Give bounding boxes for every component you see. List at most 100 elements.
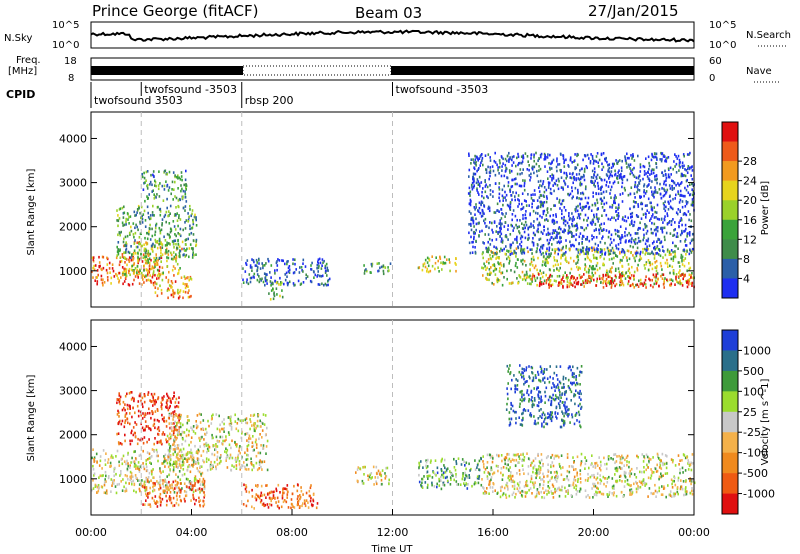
heatmap-cell [183,183,185,187]
heatmap-cell [655,216,657,219]
heatmap-cell [159,229,162,233]
heatmap-cell [637,184,639,187]
heatmap-cell [145,494,148,497]
heatmap-cell [154,482,156,485]
heatmap-cell [116,250,119,254]
heatmap-cell [184,221,186,224]
heatmap-cell [620,166,623,169]
heatmap-cell [635,176,638,180]
heatmap-cell [633,270,636,274]
heatmap-cell [127,453,129,456]
heatmap-cell [570,276,572,279]
heatmap-cell [517,246,520,250]
heatmap-cell [623,219,626,222]
heatmap-cell [198,436,200,440]
heatmap-cell [317,266,320,270]
heatmap-cell [179,459,181,463]
heatmap-cell [576,261,579,264]
heatmap-cell [502,199,504,202]
heatmap-cell [488,248,490,252]
heatmap-cell [306,275,309,278]
heatmap-cell [194,502,196,506]
heatmap-cell [147,211,149,215]
heatmap-cell [177,272,179,276]
heatmap-cell [444,261,447,265]
heatmap-cell [192,220,194,224]
heatmap-cell [173,239,175,243]
heatmap-cell [548,241,550,245]
heatmap-cell [174,195,176,198]
heatmap-cell [167,458,169,461]
heatmap-cell [573,276,575,279]
heatmap-cell [499,250,501,253]
heatmap-cell [157,187,160,191]
heatmap-cell [589,264,591,268]
heatmap-cell [216,463,219,466]
heatmap-cell [167,455,170,459]
heatmap-cell [681,194,683,197]
heatmap-cell [146,440,148,444]
heatmap-cell [601,214,603,217]
heatmap-cell [633,159,636,162]
heatmap-cell [593,213,595,217]
heatmap-cell [150,173,152,177]
heatmap-cell [160,256,163,259]
heatmap-cell [133,272,136,275]
heatmap-cell [267,257,269,261]
heatmap-cell [144,247,147,251]
heatmap-cell [134,435,137,439]
heatmap-cell [583,178,586,182]
heatmap-cell [138,487,141,491]
heatmap-cell [672,241,674,245]
heatmap-cell [190,214,192,218]
heatmap-cell [248,434,251,438]
heatmap-cell [119,402,121,406]
heatmap-cell [526,273,528,276]
heatmap-cell [171,397,174,400]
heatmap-cell [510,223,512,227]
heatmap-cell [182,458,184,462]
heatmap-cell [139,269,141,272]
heatmap-cell [521,248,523,251]
heatmap-cell [106,276,109,279]
heatmap-cell [219,456,221,460]
heatmap-cell [118,208,121,211]
heatmap-cell [682,272,684,276]
heatmap-cell [175,253,177,256]
heatmap-cell [270,289,273,292]
heatmap-cell [179,464,181,467]
heatmap-cell [91,488,93,492]
heatmap-cell [586,153,589,157]
heatmap-cell [384,477,387,480]
heatmap-cell [172,468,175,472]
heatmap-cell [176,175,179,179]
heatmap-cell [160,288,163,292]
heatmap-cell [299,505,301,508]
heatmap-cell [253,260,255,264]
heatmap-cell [631,215,633,218]
heatmap-cell [619,241,622,244]
heatmap-cell [574,278,577,282]
heatmap-cell [176,462,178,465]
heatmap-cell [509,208,512,211]
heatmap-cell [500,155,503,158]
heatmap-cell [499,222,502,225]
heatmap-cell [576,196,578,199]
heatmap-cell [124,415,126,418]
heatmap-cell [237,417,239,421]
heatmap-cell [542,260,544,263]
heatmap-cell [255,264,258,267]
heatmap-cell [592,218,594,222]
heatmap-cell [597,184,599,188]
heatmap-cell [188,215,190,219]
heatmap-cell [136,241,138,244]
heatmap-cell [177,288,179,292]
heatmap-cell [225,459,227,462]
heatmap-cell [258,262,260,265]
heatmap-cell [525,264,527,267]
heatmap-cell [274,269,276,272]
heatmap-cell [510,185,513,189]
heatmap-cell [500,264,503,267]
heatmap-cell [268,503,271,506]
heatmap-cell [165,210,168,214]
